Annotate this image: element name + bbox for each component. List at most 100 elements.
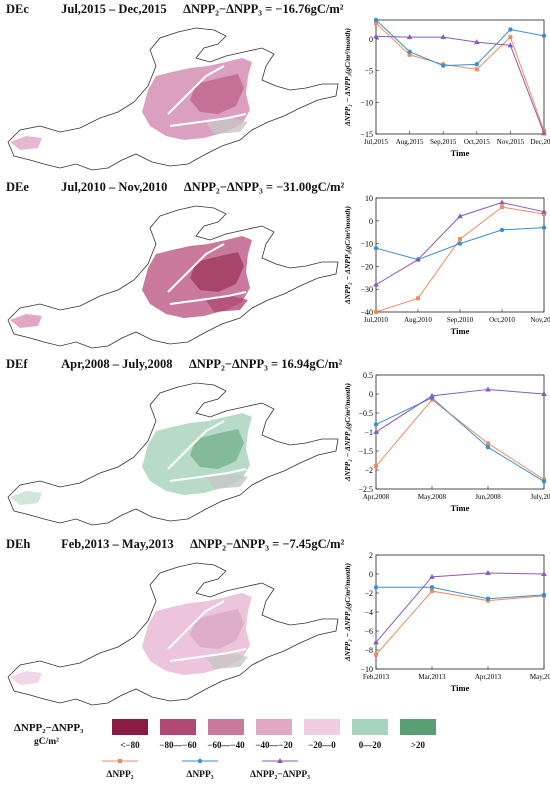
y-tick-label: 2 — [369, 551, 373, 560]
legend-swatch-label: −80—−60 — [159, 740, 197, 750]
panel-code: DEe — [6, 180, 29, 194]
panel-title: DEc Jul,2015 – Dec,2015 ΔNPP₂−ΔNPP₃ = −1… — [6, 2, 344, 17]
npp-change-patch-west — [10, 136, 42, 150]
npp-no-data-patch — [206, 118, 248, 134]
data-point — [373, 585, 379, 590]
river-line — [167, 420, 225, 470]
y-tick-label: 0 — [369, 390, 373, 399]
data-point — [374, 464, 378, 469]
panel-delta: ΔNPP₂−ΔNPP₃ = 16.94gC/m² — [188, 357, 343, 371]
data-point — [441, 63, 446, 68]
data-point — [458, 237, 462, 242]
data-point — [373, 281, 379, 287]
series-line — [375, 388, 545, 433]
data-point — [499, 227, 505, 233]
data-point — [373, 33, 379, 39]
data-point — [373, 17, 379, 23]
series-legend-label: ΔNPP₂ — [106, 770, 134, 780]
x-tick-label: Apr,2013 — [475, 673, 502, 681]
y-tick-label: 0 — [369, 570, 373, 579]
x-tick-label: Apr,2008 — [363, 493, 390, 501]
y-tick-label: −8 — [364, 646, 373, 655]
river-line — [167, 600, 225, 650]
panel-deh: DEh Feb,2013 – May,2013 ΔNPP₂−ΔNPP₃ = −7… — [0, 535, 550, 713]
data-point — [440, 34, 446, 40]
data-point — [374, 310, 378, 314]
series-legend-swatch — [102, 759, 138, 763]
x-tick-label: Oct,2015 — [464, 138, 490, 146]
legend-swatch — [160, 719, 196, 735]
plot-frame — [375, 19, 545, 135]
x-axis-label: Time — [451, 326, 470, 336]
npp-no-data-patch — [206, 653, 248, 669]
x-tick-label: May,2013 — [530, 673, 550, 681]
data-point — [407, 52, 412, 57]
panel-delta: ΔNPP₂−ΔNPP₃ = −7.45gC/m² — [190, 537, 345, 551]
legend-swatch-label: −20—0 — [308, 740, 336, 750]
legend-swatch — [256, 719, 292, 735]
y-tick-label: −1.5 — [358, 447, 373, 456]
series-line — [375, 206, 545, 313]
panel-delta: ΔNPP₂−ΔNPP₃ = −31.00gC/m² — [183, 180, 345, 194]
series-line — [375, 399, 545, 480]
river-line — [169, 113, 247, 127]
data-point — [485, 386, 491, 392]
x-axis-label: Time — [451, 683, 470, 693]
data-point — [541, 479, 547, 484]
series-line — [375, 19, 545, 67]
x-tick-label: Mar,2013 — [418, 673, 446, 681]
panel-period: Feb,2013 – May,2013 — [61, 537, 174, 551]
data-point — [474, 67, 479, 72]
series-legend-label: ΔNPP₃ — [186, 770, 214, 780]
data-point — [430, 589, 434, 594]
npp-change-patch — [190, 429, 244, 469]
y-axis-label: ΔNPP₂ − ΔNPP₃(gC/m²/month) — [343, 205, 352, 305]
series-line — [375, 35, 545, 134]
data-point — [474, 62, 479, 67]
y-tick-label: −2.5 — [358, 485, 373, 494]
panel-code: DEh — [6, 537, 31, 551]
map-dee — [7, 205, 339, 349]
npp-no-data-patch — [206, 296, 248, 312]
x-axis-label: Time — [451, 503, 470, 513]
y-tick-label: −10 — [360, 98, 373, 107]
series-line — [375, 590, 545, 656]
data-point — [373, 639, 379, 645]
y-tick-label: −2 — [364, 466, 373, 475]
x-tick-label: Nov,2015 — [497, 138, 525, 146]
y-tick-label: −5 — [364, 67, 373, 76]
data-point — [429, 392, 435, 398]
series-legend-swatch — [262, 758, 298, 763]
y-tick-label: 0 — [369, 217, 373, 226]
legend-swatch — [400, 719, 436, 735]
series-line — [375, 22, 545, 132]
npp-change-patch-west — [10, 314, 42, 328]
plot-frame — [375, 554, 545, 670]
data-point — [429, 573, 435, 579]
river-line — [169, 468, 247, 482]
data-point — [429, 585, 435, 590]
series-legend-swatch — [182, 758, 218, 764]
y-tick-label: 10 — [365, 194, 373, 203]
data-point — [416, 296, 420, 301]
data-point — [500, 205, 504, 210]
data-point — [541, 33, 547, 39]
series-line — [375, 572, 545, 643]
x-tick-label: Nov,2010 — [530, 316, 550, 324]
legend-swatch — [112, 719, 148, 735]
y-tick-label: −30 — [360, 285, 373, 294]
panel-title: DEf Apr,2008 – July,2008 ΔNPP₂−ΔNPP₃ = 1… — [6, 357, 342, 372]
y-tick-label: −10 — [360, 665, 373, 674]
npp-change-patch-west — [10, 671, 42, 685]
data-point — [499, 199, 505, 205]
data-point — [373, 429, 379, 434]
x-axis-label: Time — [451, 148, 470, 158]
series-legend-marker — [197, 758, 203, 764]
data-point — [457, 213, 463, 219]
panel-delta: ΔNPP₂−ΔNPP₃ = −16.76gC/m² — [183, 2, 344, 16]
series-legend-label: ΔNPP₂−ΔNPP₃ — [250, 770, 310, 780]
y-tick-label: −6 — [364, 627, 373, 636]
legend-swatch-label: >20 — [410, 740, 426, 750]
data-point — [485, 445, 491, 450]
